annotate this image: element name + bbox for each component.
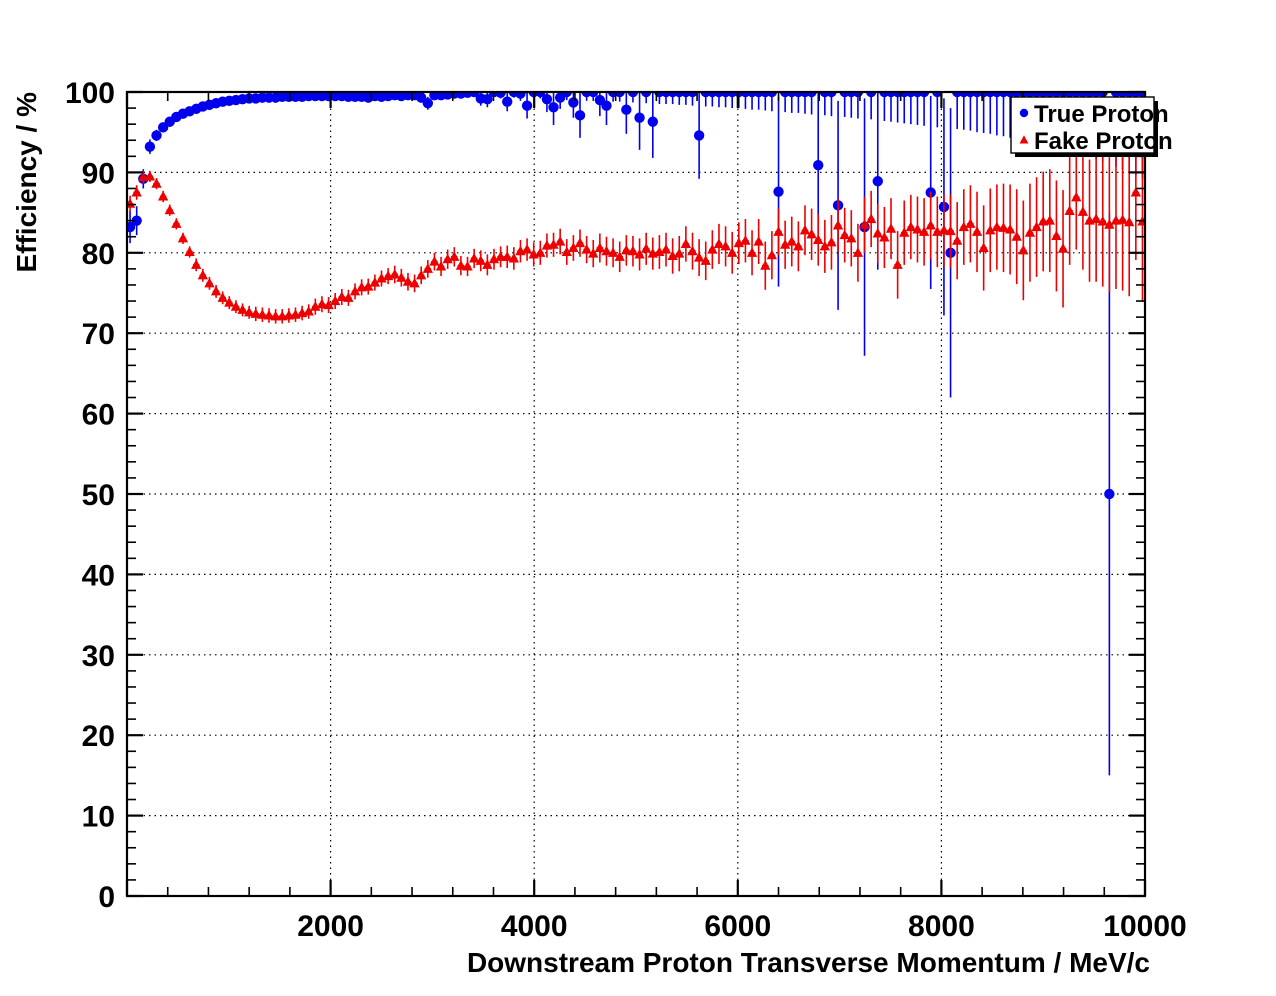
legend-marker-triangle-icon	[1019, 135, 1029, 144]
x-axis-title: Downstream Proton Transverse Momentum / …	[467, 947, 1150, 978]
y-tick-label: 20	[82, 720, 115, 753]
x-tick-label: 6000	[704, 910, 771, 943]
y-tick-label: 0	[98, 881, 115, 914]
axis-ticks	[125, 90, 1147, 898]
y-tick-label: 30	[82, 640, 115, 673]
y-tick-label: 70	[82, 318, 115, 351]
y-tick-label: 50	[82, 479, 115, 512]
legend-label: Fake Proton	[1034, 128, 1173, 155]
y-axis-title: Efficiency / %	[11, 92, 42, 273]
x-tick-label: 2000	[297, 910, 364, 943]
y-tick-label: 10	[82, 801, 115, 834]
x-tick-label: 8000	[908, 910, 975, 943]
y-tick-label: 40	[82, 559, 115, 592]
x-tick-label: 4000	[501, 910, 568, 943]
x-tick-label: 10000	[1103, 910, 1186, 943]
grid-lines	[127, 92, 1146, 896]
y-tick-label: 60	[82, 399, 115, 432]
y-tick-label: 80	[82, 238, 115, 271]
axis-tick-labels: 2000 4000 6000 8000 10000 0 10 20 30 40 50 60 70 80 90…	[65, 77, 1187, 943]
legend-entry-true-proton[interactable]: True Proton	[1019, 101, 1169, 128]
legend-label: True Proton	[1034, 101, 1169, 128]
legend-entry-fake-proton[interactable]: Fake Proton	[1019, 128, 1173, 155]
y-tick-label: 90	[82, 157, 115, 190]
series-fake-proton	[127, 124, 1145, 324]
legend-marker-circle-icon	[1019, 108, 1029, 118]
legend-box[interactable]	[1010, 96, 1155, 154]
y-tick-label: 100	[65, 77, 115, 110]
